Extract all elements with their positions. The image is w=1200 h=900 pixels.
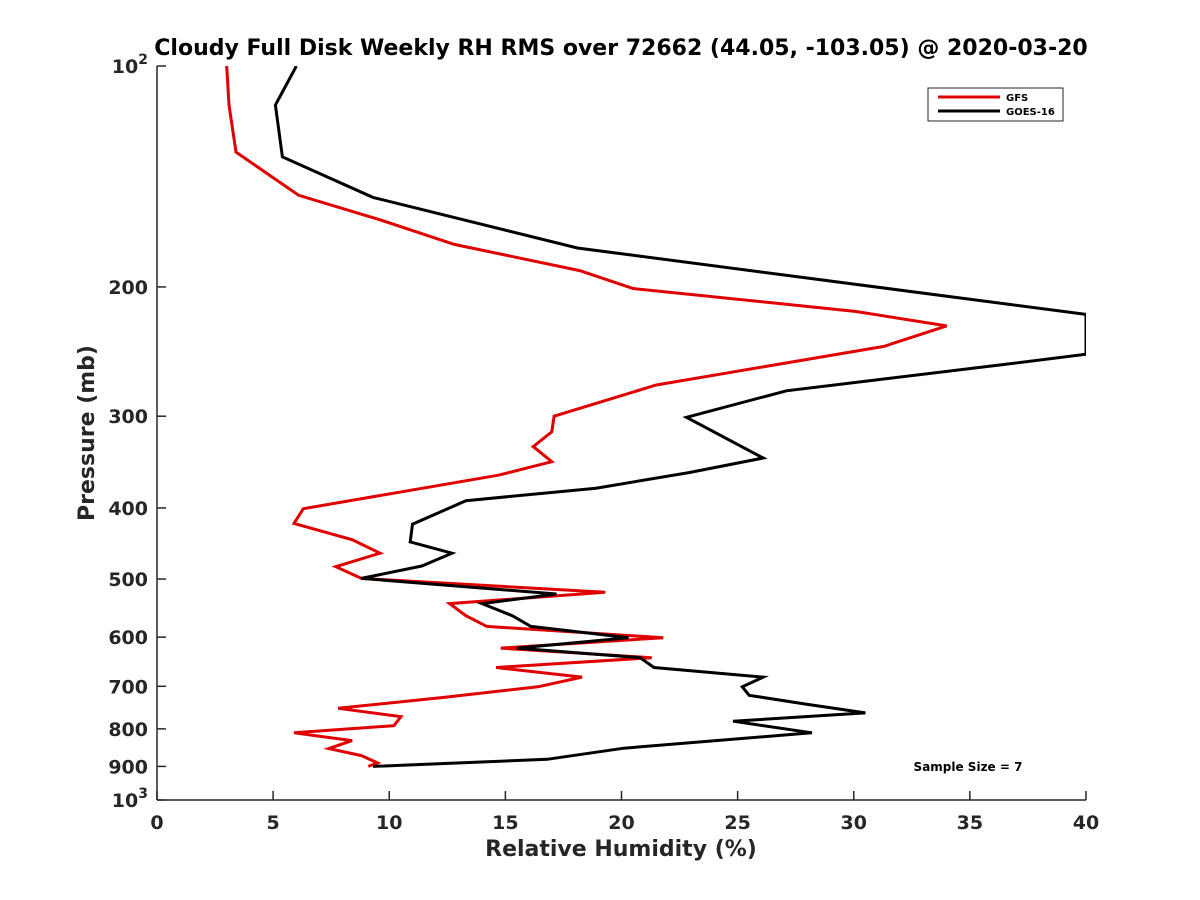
y-axis-label: Pressure (mb) xyxy=(75,345,100,521)
y-tick-label: 400 xyxy=(108,498,148,520)
x-axis-label: Relative Humidity (%) xyxy=(485,837,757,862)
series-line-goes-16 xyxy=(273,66,1086,768)
chart-title: Cloudy Full Disk Weekly RH RMS over 7266… xyxy=(154,36,1087,61)
legend-label: GFS xyxy=(1006,93,1028,104)
x-tick-label: 20 xyxy=(608,812,634,834)
legend-box xyxy=(927,87,1064,122)
y-tick-label: 102 xyxy=(112,52,148,78)
sample-size-annotation: Sample Size = 7 xyxy=(914,760,1023,774)
y-tick-label: 700 xyxy=(108,676,148,698)
x-tick-label: 35 xyxy=(957,812,983,834)
y-tick-label: 600 xyxy=(108,627,148,649)
x-tick-label: 25 xyxy=(724,812,750,834)
x-tick-label: 0 xyxy=(150,812,163,834)
legend-label: GOES-16 xyxy=(1006,107,1055,118)
legend: GFS GOES-16 xyxy=(927,87,1064,122)
axes: 0 5 10 15 20 25 30 35 40 102 200 300 400 500 600 700 800… xyxy=(108,52,1099,834)
x-tick-label: 40 xyxy=(1073,812,1099,834)
y-tick-label: 300 xyxy=(108,406,148,428)
x-tick-label: 10 xyxy=(376,812,402,834)
y-tick-label: 800 xyxy=(108,719,148,741)
series-line-gfs xyxy=(225,66,948,768)
plot-area xyxy=(225,66,1086,768)
y-tick-label: 500 xyxy=(108,569,148,591)
x-tick-label: 15 xyxy=(492,812,518,834)
y-tick-label: 900 xyxy=(108,756,148,778)
x-tick-label: 5 xyxy=(267,812,280,834)
y-tick-label: 200 xyxy=(108,277,148,299)
x-tick-label: 30 xyxy=(841,812,867,834)
y-tick-label: 103 xyxy=(112,786,148,812)
